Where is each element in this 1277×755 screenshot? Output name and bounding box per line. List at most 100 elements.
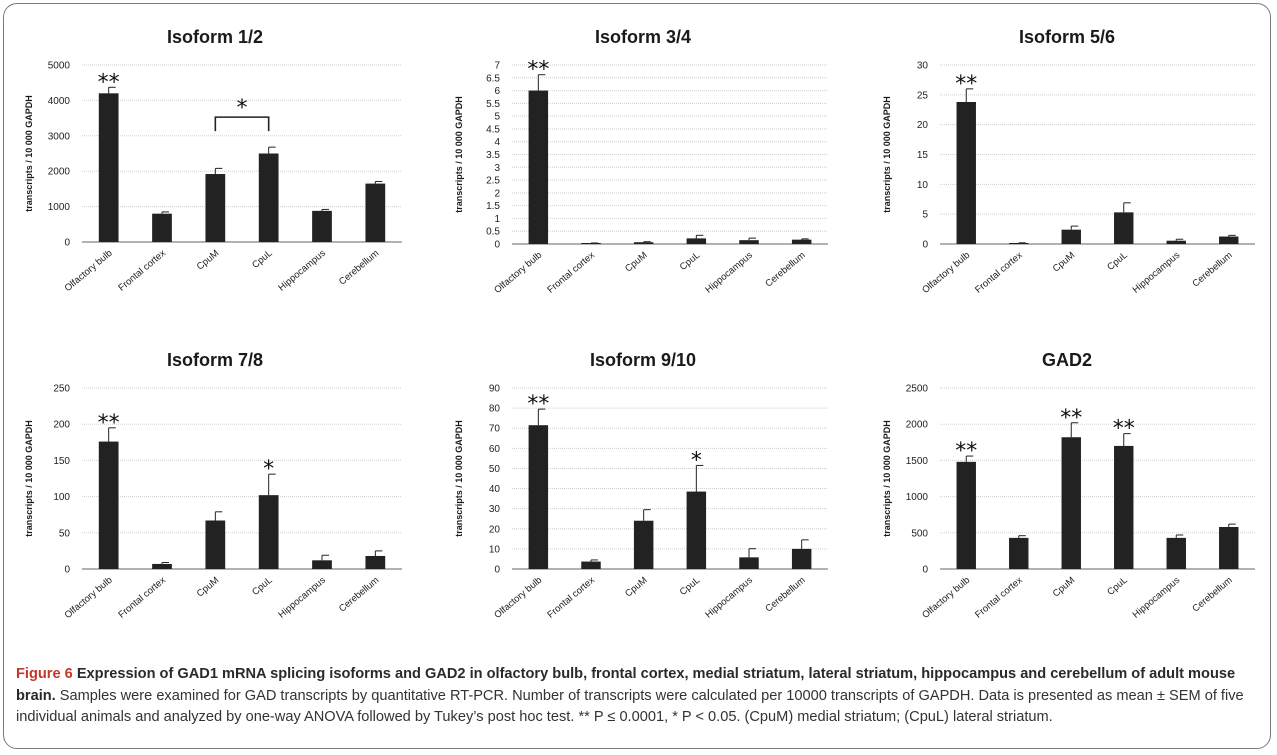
comparison-bracket [214,116,270,132]
x-category-label: CpuM [1051,575,1078,600]
bar [365,183,386,242]
bar [365,555,386,569]
y-tick-label: 6.5 [486,73,500,84]
y-tick-label: 0 [494,565,500,576]
bar [258,153,279,242]
y-tick-label: 1000 [906,492,929,503]
bar [312,210,332,242]
y-tick-label: 4000 [48,96,71,107]
y-tick-label: 2000 [48,167,71,178]
y-tick-label: 0 [64,238,70,249]
bar [581,243,601,244]
bar [1009,537,1029,569]
x-category-label: Frontal cortex [116,248,168,294]
x-category-label: Hippocampus [1131,575,1183,621]
y-tick-label: 3000 [48,131,71,142]
chart-panel-1: Isoform 1/2 transcripts / 10 000 GAPDH 0 10… [24,27,402,294]
y-axis-label: transcripts / 10 000 GAPDH [24,420,34,537]
bar [1114,445,1134,569]
y-tick-label: 50 [489,464,501,475]
x-category-label: Hippocampus [276,248,328,294]
bar [956,101,976,244]
y-tick-label: 5 [922,210,928,221]
y-tick-label: 10 [489,544,501,555]
bar [98,441,119,569]
x-category-label: CpuL [1105,575,1129,598]
y-tick-label: 0 [494,240,500,251]
x-category-label: CpuM [623,250,650,275]
y-tick-label: 3 [494,163,500,174]
y-tick-label: 60 [489,444,501,455]
figure-charts: Isoform 1/2 transcripts / 10 000 GAPDH 0 10… [24,27,1255,621]
y-axis-label: transcripts / 10 000 GAPDH [24,95,34,212]
bar [152,213,172,242]
y-tick-label: 0 [922,240,928,251]
x-category-label: Hippocampus [703,575,755,621]
caption-text: Samples were examined for GAD transcript… [16,687,1244,726]
significance-mark: ** [527,58,549,83]
y-tick-label: 25 [917,90,929,101]
x-category-label: Frontal cortex [973,575,1025,621]
x-category-label: Olfactory bulb [63,248,115,294]
y-tick-label: 100 [53,492,70,503]
significance-mark: ** [98,70,120,95]
x-category-label: CpuM [195,575,222,600]
bar [956,461,976,569]
x-category-label: Olfactory bulb [920,575,972,621]
bar [739,240,759,244]
y-tick-label: 0 [64,565,70,576]
y-tick-label: 30 [917,61,929,72]
x-category-label: CpuM [1051,250,1078,275]
bar [633,242,654,244]
x-category-label: Frontal cortex [973,250,1025,296]
x-category-label: Hippocampus [703,250,755,296]
y-tick-label: 3.5 [486,150,500,161]
chart-panel-4: Isoform 7/8 transcripts / 10 000 GAPDH 0 50… [24,350,402,621]
x-category-label: Hippocampus [276,575,328,621]
bar [791,239,812,244]
y-axis-label: transcripts / 10 000 GAPDH [454,420,464,537]
x-category-label: Frontal cortex [116,575,168,621]
y-tick-label: 50 [59,528,71,539]
x-category-label: CpuM [195,248,222,273]
y-tick-label: 200 [53,420,70,431]
x-category-label: Cerebellum [337,575,381,615]
y-tick-label: 500 [911,528,928,539]
y-tick-label: 20 [489,524,501,535]
y-tick-label: 2.5 [486,176,500,187]
significance-mark: ** [98,411,120,436]
x-category-label: Frontal cortex [545,250,597,296]
bar [1114,212,1134,244]
x-category-label: CpuL [678,250,702,273]
x-category-label: Cerebellum [1190,575,1234,615]
bar [258,495,279,569]
x-category-label: Cerebellum [763,250,807,290]
y-tick-label: 10 [917,180,929,191]
x-category-label: Olfactory bulb [492,250,544,296]
x-category-label: CpuL [678,575,702,598]
y-tick-label: 4.5 [486,124,500,135]
significance-mark: ** [1060,406,1082,431]
y-tick-label: 2 [494,188,500,199]
significance-mark: * [263,457,274,482]
x-category-label: Olfactory bulb [492,575,544,621]
y-axis-label: transcripts / 10 000 GAPDH [454,96,464,213]
x-category-label: CpuM [623,575,650,600]
chart-title: Isoform 9/10 [590,350,696,370]
bar [205,520,226,569]
chart-title: Isoform 1/2 [167,27,263,47]
significance-mark: ** [955,72,977,97]
x-category-label: CpuL [1105,250,1129,273]
chart-title: Isoform 7/8 [167,350,263,370]
bar [581,561,601,569]
significance-mark: * [691,448,702,473]
caption-title: Expression of GAD1 mRNA splicing isoform… [16,666,1236,704]
bar [528,425,549,569]
significance-mark: ** [1113,417,1135,442]
chart-panel-5: Isoform 9/10 transcripts / 10 000 GAPDH 0 1… [454,350,828,621]
y-tick-label: 90 [489,384,501,395]
x-category-label: Cerebellum [337,248,381,288]
y-tick-label: 1500 [906,456,929,467]
bar [1166,240,1186,244]
bar [1219,236,1239,244]
